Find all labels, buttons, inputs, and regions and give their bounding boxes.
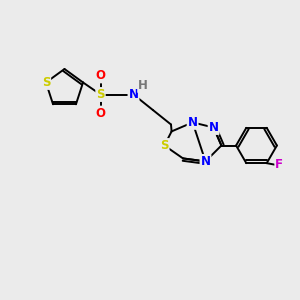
Text: O: O	[95, 106, 106, 120]
Text: N: N	[128, 88, 139, 101]
Text: N: N	[188, 116, 198, 129]
Text: H: H	[138, 79, 148, 92]
Text: S: S	[96, 88, 105, 101]
Text: S: S	[160, 139, 169, 152]
Text: S: S	[42, 76, 50, 89]
Text: N: N	[208, 121, 219, 134]
Text: O: O	[95, 69, 106, 82]
Text: F: F	[275, 158, 283, 171]
Text: N: N	[200, 155, 211, 168]
